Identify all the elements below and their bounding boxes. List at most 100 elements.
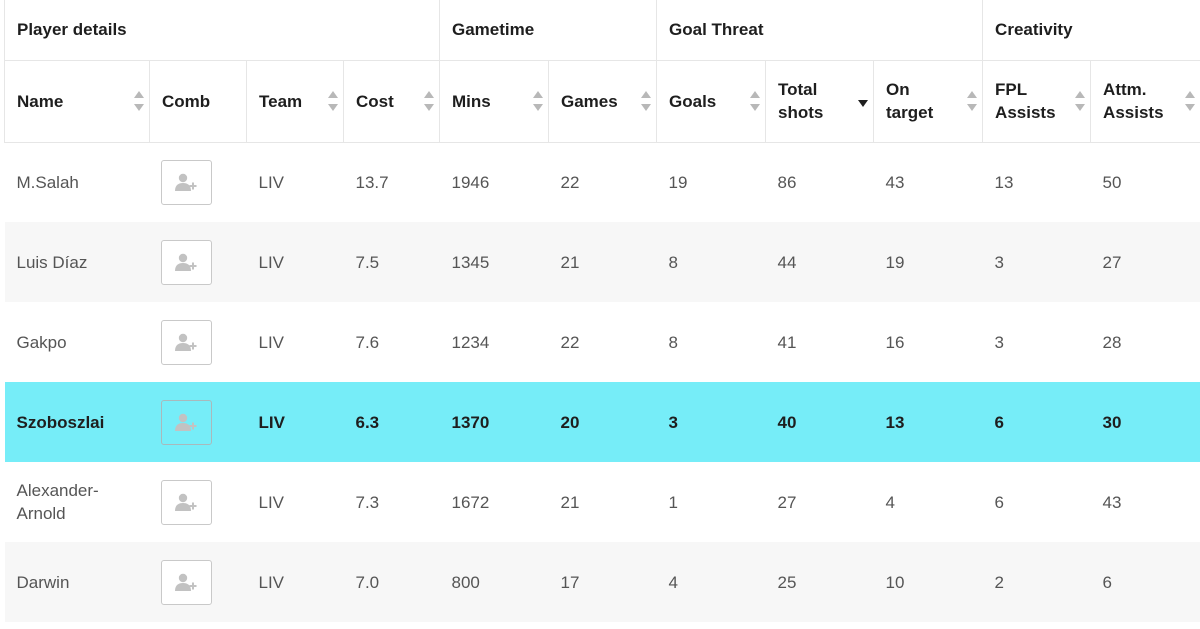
- cell-total-shots: 40: [765, 382, 874, 462]
- cell-games: 21: [548, 222, 657, 302]
- column-team[interactable]: Team: [246, 60, 344, 143]
- cell-fpl-assists: 13: [994, 172, 1014, 192]
- sort-descending-icon[interactable]: [858, 91, 869, 111]
- column-attm-assists[interactable]: Attm. Assists: [1090, 60, 1200, 143]
- cell-goals: 19: [668, 172, 688, 192]
- cell-total-shots: 41: [777, 332, 797, 352]
- add-to-comparison-button[interactable]: [160, 239, 212, 285]
- cell-attm-assists: 30: [1090, 382, 1200, 462]
- column-games[interactable]: Games: [548, 60, 658, 143]
- add-to-comparison-button[interactable]: [160, 319, 212, 365]
- cell-attm-assists: 50: [1102, 172, 1122, 192]
- table-body: M.Salah LIV 13.7 1946 22 19 86 43 13 50 Luis Díaz L…: [4, 142, 1200, 622]
- cell-games: 22: [560, 332, 580, 352]
- column-on-target[interactable]: On target: [873, 60, 984, 143]
- sort-icon[interactable]: [134, 91, 144, 111]
- cell-cost: 7.0: [343, 542, 440, 622]
- cell-mins: 800: [439, 542, 549, 622]
- cell-goals: 1: [668, 492, 678, 512]
- cell-goals: 4: [656, 542, 766, 622]
- cell-team: LIV: [258, 492, 285, 512]
- cell-attm-assists: 27: [1090, 222, 1200, 302]
- cell-attm-assists: 43: [1102, 492, 1122, 512]
- table-row[interactable]: Luis Díaz LIV 7.5 1345 21 8 44 19 3 27: [4, 222, 1200, 302]
- add-to-comparison-button[interactable]: [160, 159, 212, 205]
- add-to-comparison-button[interactable]: [160, 399, 212, 445]
- column-comb-label: Comb: [162, 91, 211, 111]
- column-total-shots-label-1: Total: [778, 80, 818, 99]
- column-total-shots-label-2: shots: [778, 103, 824, 122]
- column-team-label: Team: [259, 91, 303, 111]
- cell-team: LIV: [258, 332, 285, 352]
- cell-cost: 7.6: [355, 332, 380, 352]
- column-fpl-assists-label-2: Assists: [995, 103, 1056, 122]
- sort-icon[interactable]: [533, 91, 543, 111]
- cell-total-shots: 44: [765, 222, 874, 302]
- cell-fpl-assists: 3: [994, 332, 1005, 352]
- column-comb: Comb: [149, 60, 247, 143]
- cell-total-shots: 25: [765, 542, 874, 622]
- cell-team: LIV: [258, 172, 285, 192]
- cell-name: Luis Díaz: [4, 222, 150, 302]
- add-to-comparison-button[interactable]: [160, 559, 212, 605]
- sort-icon[interactable]: [1185, 91, 1196, 111]
- add-player-icon: [175, 253, 197, 271]
- table-row[interactable]: M.Salah LIV 13.7 1946 22 19 86 43 13 50: [5, 142, 1200, 222]
- sort-icon[interactable]: [641, 91, 652, 111]
- sort-icon[interactable]: [967, 91, 978, 111]
- cell-comb: [150, 142, 247, 222]
- add-player-icon: [175, 573, 197, 591]
- cell-mins: 1234: [451, 332, 490, 352]
- sort-icon[interactable]: [424, 91, 434, 111]
- group-gametime: Gametime: [439, 0, 658, 61]
- column-name-label: Name: [17, 91, 64, 111]
- column-total-shots[interactable]: Total shots: [765, 60, 875, 143]
- sort-icon[interactable]: [750, 91, 761, 111]
- cell-on-target: 19: [873, 222, 983, 302]
- sort-icon[interactable]: [328, 91, 338, 111]
- cell-cost: 7.3: [355, 492, 380, 512]
- cell-name: M.Salah: [16, 172, 79, 192]
- column-header-row: Name Comb Team Cost Mins Games: [4, 60, 1200, 143]
- table-row[interactable]: Szoboszlai LIV 6.3 1370 20 3 40 13 6 30: [4, 382, 1200, 462]
- table-row[interactable]: Gakpo LIV 7.6 1234 22 8 41 16 3 28: [5, 302, 1200, 382]
- cell-total-shots: 27: [777, 492, 797, 512]
- cell-team: LIV: [246, 542, 344, 622]
- add-player-icon: [175, 174, 197, 192]
- cell-on-target: 4: [885, 492, 895, 512]
- cell-attm-assists: 6: [1090, 542, 1200, 622]
- cell-fpl-assists: 2: [982, 542, 1091, 622]
- cell-goals: 8: [656, 222, 766, 302]
- column-attm-assists-label-1: Attm.: [1103, 80, 1147, 99]
- group-header-row: Player details Gametime Goal Threat Crea…: [4, 0, 1200, 61]
- cell-games: 17: [548, 542, 657, 622]
- add-to-comparison-button[interactable]: [160, 479, 212, 525]
- cell-name: Gakpo: [16, 332, 67, 352]
- column-goals[interactable]: Goals: [656, 60, 767, 143]
- column-on-target-label-1: On: [886, 80, 910, 99]
- sort-icon[interactable]: [1075, 91, 1086, 111]
- table-row[interactable]: Alexander-Arnold LIV 7.3 1672 21 1 27 4 6 43: [5, 462, 1200, 542]
- column-mins-label: Mins: [452, 91, 491, 111]
- cell-comb: [149, 542, 247, 622]
- column-fpl-assists-label-1: FPL: [995, 80, 1028, 99]
- column-name[interactable]: Name: [4, 60, 150, 143]
- cell-name: Darwin: [4, 542, 150, 622]
- cell-total-shots: 86: [777, 172, 797, 192]
- player-stats-table: Player details Gametime Goal Threat Crea…: [4, 0, 1200, 622]
- cell-comb: [150, 462, 247, 542]
- cell-fpl-assists: 6: [982, 382, 1091, 462]
- cell-on-target: 43: [885, 172, 905, 192]
- column-fpl-assists[interactable]: FPL Assists: [982, 60, 1092, 143]
- cell-goals: 8: [668, 332, 678, 352]
- column-on-target-label-2: target: [886, 103, 934, 122]
- group-goal-threat: Goal Threat: [656, 0, 984, 61]
- column-cost-label: Cost: [356, 91, 394, 111]
- table-row[interactable]: Darwin LIV 7.0 800 17 4 25 10 2 6: [4, 542, 1200, 622]
- cell-comb: [150, 302, 247, 382]
- column-mins[interactable]: Mins: [439, 60, 549, 143]
- cell-cost: 6.3: [343, 382, 440, 462]
- cell-cost: 7.5: [343, 222, 440, 302]
- column-goals-label: Goals: [669, 91, 717, 111]
- column-cost[interactable]: Cost: [343, 60, 440, 143]
